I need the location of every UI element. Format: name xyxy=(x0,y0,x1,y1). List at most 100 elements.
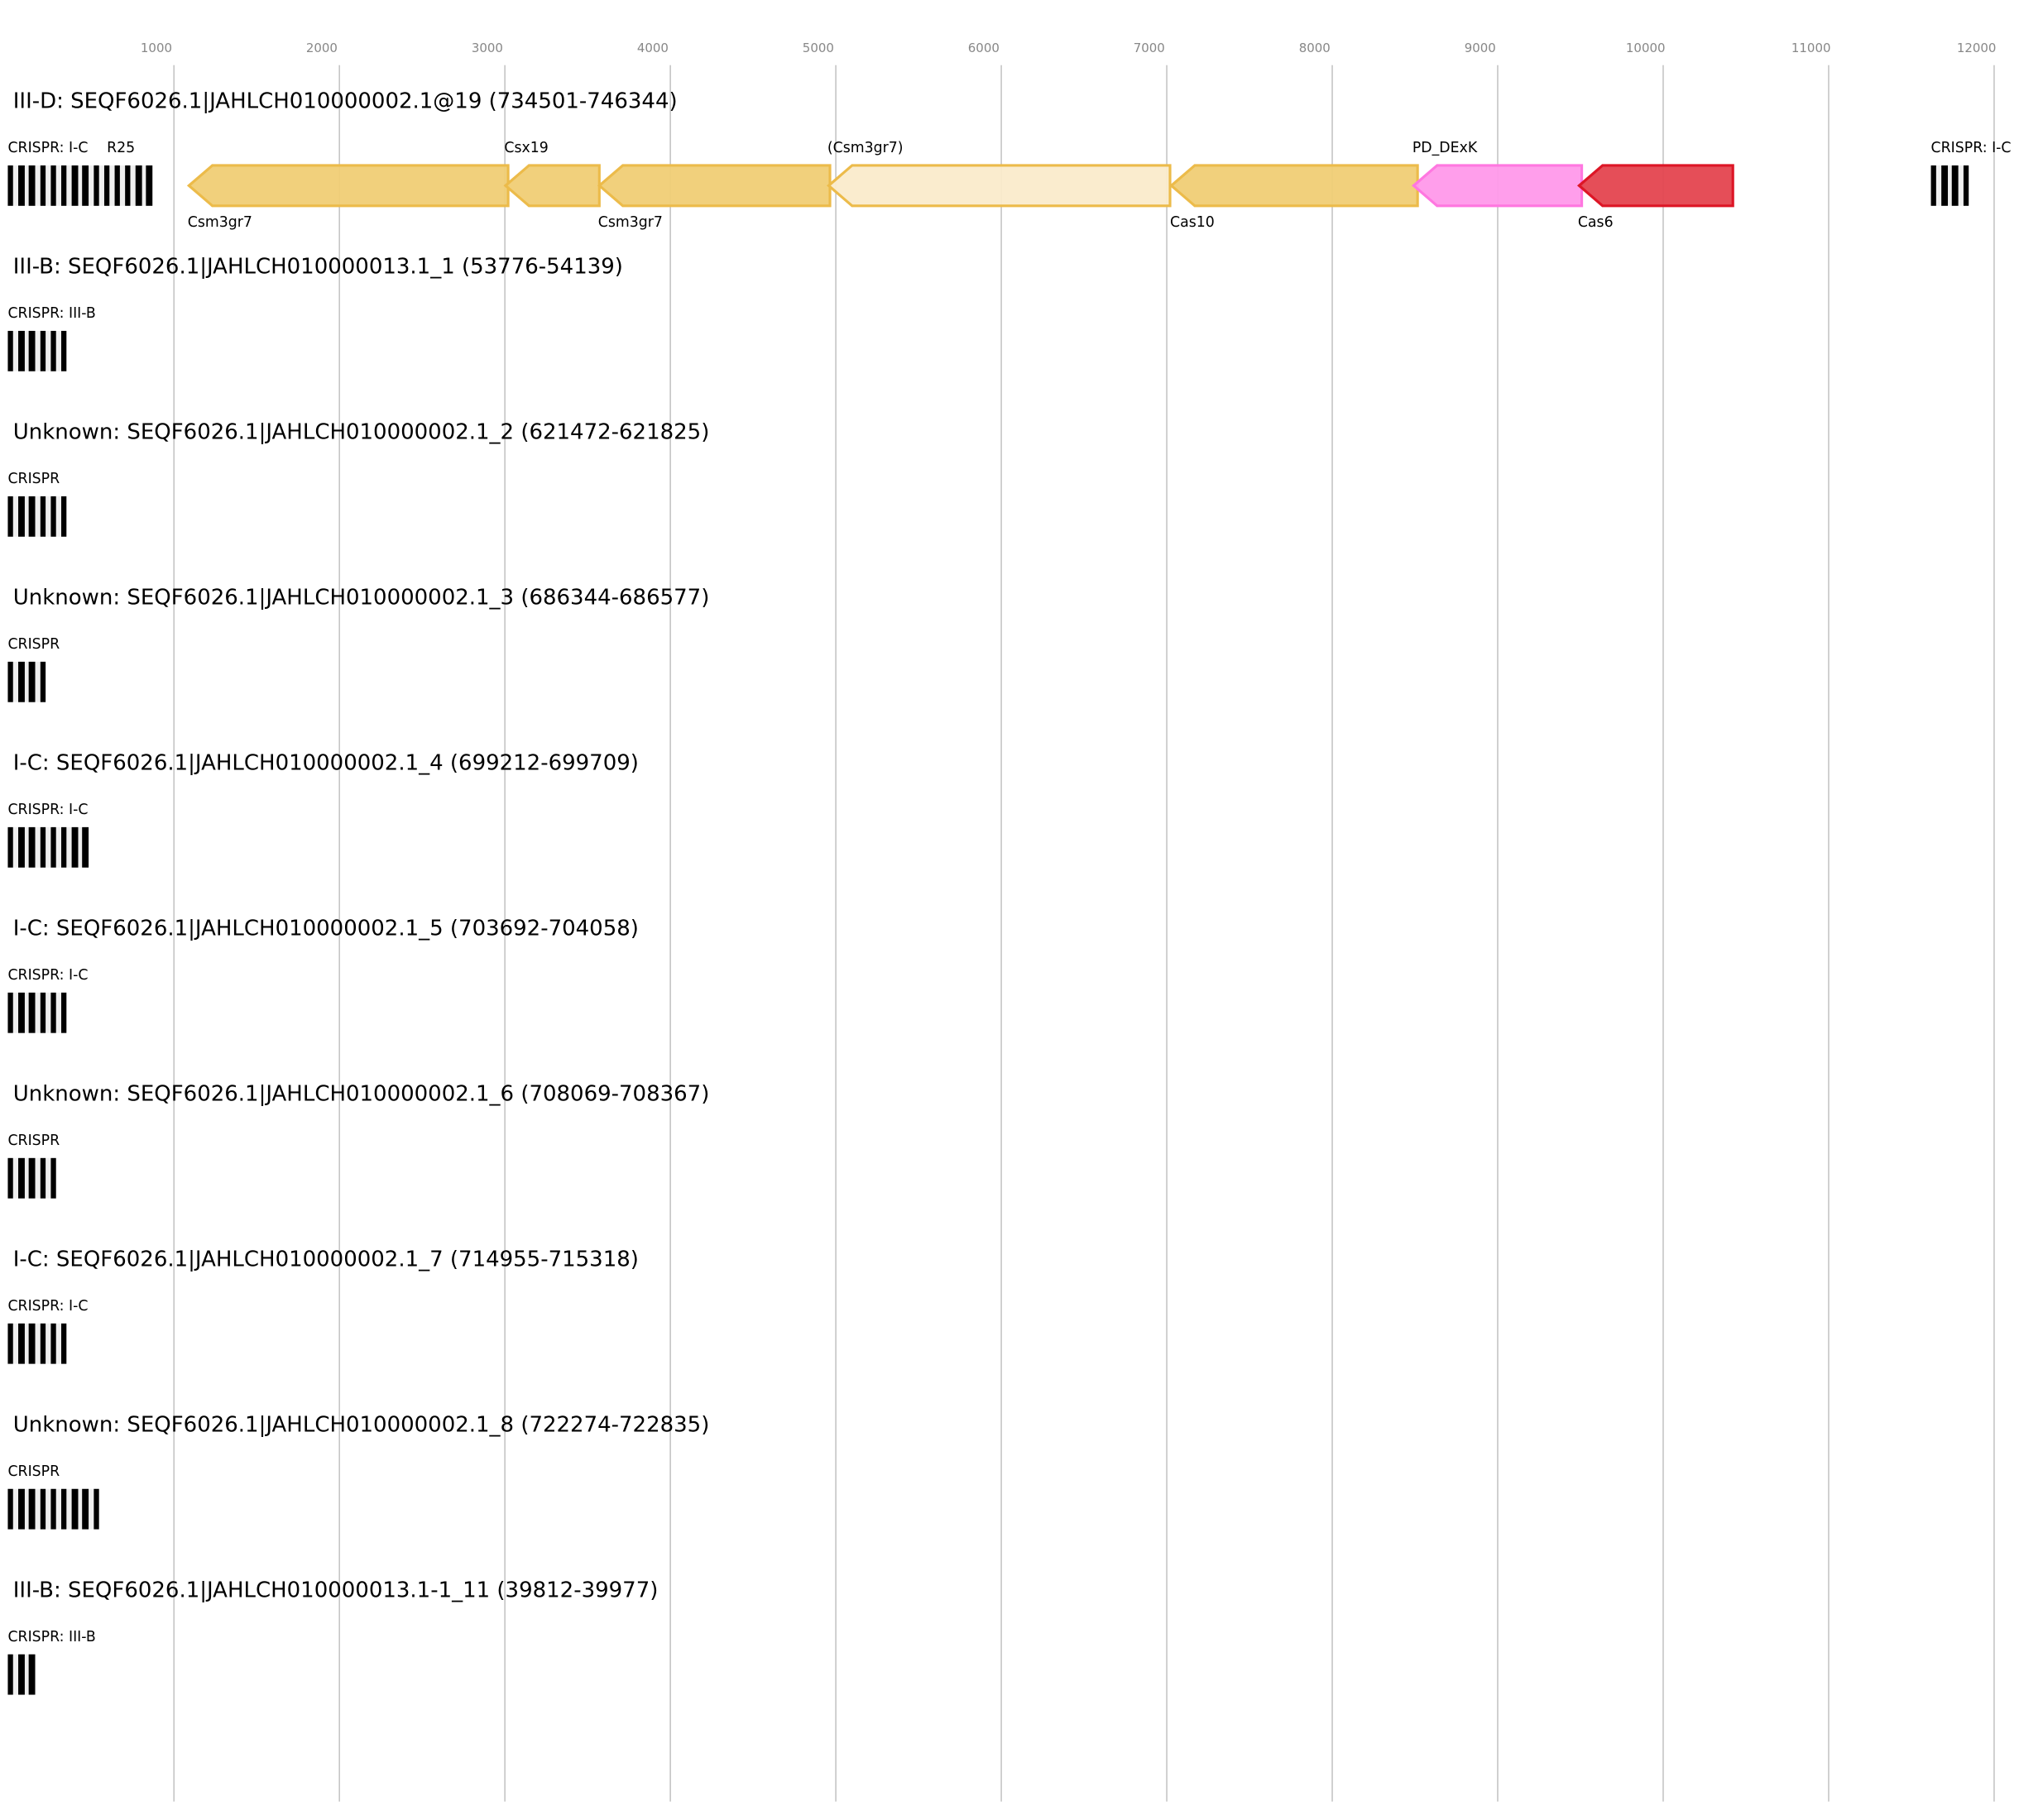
gene-arrow-csx19[interactable] xyxy=(503,164,601,208)
gene-arrow-csm3gr7[interactable] xyxy=(186,164,510,208)
crispr-array[interactable] xyxy=(7,165,152,206)
crispr-repeat xyxy=(82,165,89,206)
crispr-repeat xyxy=(29,1654,36,1695)
grid-line xyxy=(1331,65,1333,1802)
crispr-repeat xyxy=(50,330,56,371)
crispr-array[interactable] xyxy=(7,496,67,537)
crispr-repeat xyxy=(18,1157,25,1199)
crispr-repeat xyxy=(29,661,36,702)
crispr-repeat xyxy=(1930,165,1937,206)
crispr-repeat xyxy=(103,165,110,206)
axis-tick-label: 7000 xyxy=(1133,41,1165,56)
crispr-repeat xyxy=(125,165,132,206)
crispr-array[interactable] xyxy=(7,330,67,371)
crispr-label: CRISPR: I-C xyxy=(7,966,89,984)
locus-title: I-C: SEQF6026.1|JAHLCH010000002.1_5 (703… xyxy=(12,915,639,941)
crispr-repeat xyxy=(136,165,142,206)
crispr-repeat xyxy=(60,165,67,206)
axis-tick-label: 11000 xyxy=(1791,41,1831,56)
crispr-array[interactable] xyxy=(7,1157,56,1199)
crispr-label: CRISPR: I-C xyxy=(1930,139,2012,156)
crispr-repeat xyxy=(40,826,46,868)
crispr-repeat xyxy=(29,992,36,1033)
crispr-array[interactable] xyxy=(7,826,89,868)
crispr-repeat xyxy=(71,826,78,868)
axis-tick-label: 12000 xyxy=(1956,41,1997,56)
crispr-array[interactable] xyxy=(1930,165,1969,206)
crispr-array[interactable] xyxy=(7,1654,36,1695)
locus-title: Unknown: SEQF6026.1|JAHLCH010000002.1_2 … xyxy=(12,419,710,444)
gene-arrow-csm3gr7[interactable] xyxy=(827,164,1172,208)
crispr-repeat xyxy=(7,661,14,702)
grid-line xyxy=(1000,65,1002,1802)
gene-arrow-cas10[interactable] xyxy=(1169,164,1419,208)
crispr-repeat xyxy=(7,165,14,206)
crispr-repeat xyxy=(40,1157,46,1199)
crispr-repeat xyxy=(40,330,46,371)
gene-label: PD_DExK xyxy=(1412,139,1478,156)
crispr-array[interactable] xyxy=(7,992,67,1033)
crispr-repeat xyxy=(146,165,152,206)
locus-title: III-D: SEQF6026.1|JAHLCH010000002.1@19 (… xyxy=(12,89,678,113)
crispr-repeat xyxy=(60,992,67,1033)
crispr-repeat xyxy=(60,496,67,537)
crispr-repeat xyxy=(18,1323,25,1364)
crispr-label: CRISPR xyxy=(7,1463,60,1480)
crispr-repeat xyxy=(7,826,14,868)
crispr-repeat xyxy=(7,496,14,537)
crispr-repeat xyxy=(60,1488,67,1530)
crispr-repeat xyxy=(1941,165,1948,206)
crispr-repeat xyxy=(40,661,46,702)
crispr-repeat xyxy=(29,1323,36,1364)
gene-label: Cas10 xyxy=(1169,213,1215,231)
grid-line xyxy=(1993,65,1995,1802)
gene-arrow-cas6[interactable] xyxy=(1577,164,1734,208)
locus-title: I-C: SEQF6026.1|JAHLCH010000002.1_4 (699… xyxy=(12,750,639,775)
crispr-repeat xyxy=(50,496,56,537)
crispr-label: CRISPR: I-C xyxy=(7,801,89,818)
crispr-repeat xyxy=(50,1157,56,1199)
gene-arrow-csm3gr7[interactable] xyxy=(597,164,832,208)
gene-label: Cas6 xyxy=(1577,213,1614,231)
crispr-repeat xyxy=(18,330,25,371)
crispr-repeat xyxy=(29,165,36,206)
crispr-array[interactable] xyxy=(7,661,46,702)
crispr-array[interactable] xyxy=(7,1488,99,1530)
crispr-label: CRISPR: I-C xyxy=(7,139,89,156)
crispr-repeat xyxy=(7,1157,14,1199)
crispr-label: CRISPR xyxy=(7,470,60,487)
locus-title: III-B: SEQF6026.1|JAHLCH010000013.1-1_11… xyxy=(12,1577,659,1602)
crispr-repeat xyxy=(40,992,46,1033)
crispr-repeat xyxy=(18,1488,25,1530)
gene-arrow-pd_dexk[interactable] xyxy=(1412,164,1584,208)
crispr-repeat xyxy=(50,165,56,206)
crispr-repeat xyxy=(71,1488,78,1530)
locus-title: III-B: SEQF6026.1|JAHLCH010000013.1_1 (5… xyxy=(12,254,623,279)
locus-title: I-C: SEQF6026.1|JAHLCH010000002.1_7 (714… xyxy=(12,1246,639,1272)
locus-title: Unknown: SEQF6026.1|JAHLCH010000002.1_6 … xyxy=(12,1080,710,1106)
crispr-label: CRISPR xyxy=(7,635,60,653)
crispr-repeat xyxy=(29,496,36,537)
crispr-array[interactable] xyxy=(7,1323,67,1364)
crispr-overlay-label: R25 xyxy=(107,139,136,156)
crispr-repeat xyxy=(18,826,25,868)
crispr-repeat xyxy=(18,992,25,1033)
crispr-repeat xyxy=(71,165,78,206)
grid-line xyxy=(1828,65,1830,1802)
crispr-repeat xyxy=(7,1323,14,1364)
crispr-label: CRISPR: I-C xyxy=(7,1297,89,1315)
grid-line xyxy=(835,65,837,1802)
crispr-repeat xyxy=(114,165,121,206)
crispr-repeat xyxy=(1952,165,1959,206)
locus-title: Unknown: SEQF6026.1|JAHLCH010000002.1_3 … xyxy=(12,584,710,610)
crispr-repeat xyxy=(18,1654,25,1695)
crispr-repeat xyxy=(40,1488,46,1530)
axis-tick-label: 5000 xyxy=(802,41,834,56)
axis-tick-label: 9000 xyxy=(1464,41,1496,56)
crispr-repeat xyxy=(93,1488,99,1530)
axis-tick-label: 2000 xyxy=(305,41,338,56)
crispr-repeat xyxy=(40,165,46,206)
crispr-repeat xyxy=(18,496,25,537)
crispr-repeat xyxy=(18,661,25,702)
